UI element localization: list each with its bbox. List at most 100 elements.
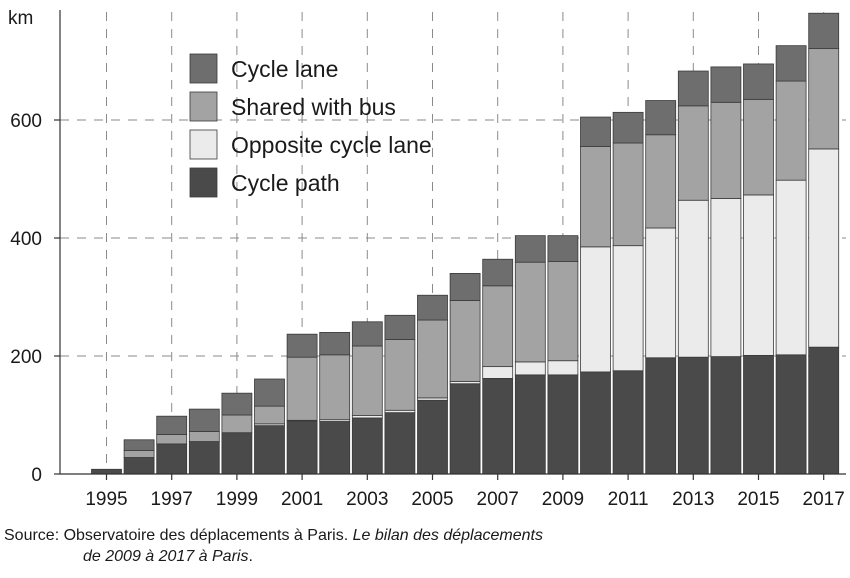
bar-segment-shared-with-bus: [351, 345, 383, 416]
bar-segment-opposite-cycle-lane: [482, 366, 514, 379]
legend-label: Cycle lane: [231, 56, 338, 82]
bar-segment-shared-with-bus: [449, 300, 481, 382]
bar-segment-shared-with-bus: [743, 98, 774, 196]
y-tick-label: 400: [10, 229, 42, 250]
bar-segment-cycle-path: [319, 421, 351, 475]
bar-segment-cycle-path: [286, 420, 318, 475]
bar-segment-cycle-lane: [384, 314, 416, 340]
bar-segment-cycle-path: [612, 370, 644, 475]
bar-segment-cycle-lane: [123, 439, 155, 451]
bar-segment-cycle-path: [547, 374, 579, 475]
x-tick-label: 2015: [737, 489, 779, 510]
x-tick-label: 2013: [672, 489, 714, 510]
bar-segment-opposite-cycle-lane: [775, 179, 807, 356]
bar-segment-cycle-lane: [580, 116, 611, 147]
bar-segment-opposite-cycle-lane: [808, 148, 840, 348]
x-tick-label: 2005: [411, 489, 453, 510]
y-tick-label: 600: [10, 111, 42, 132]
bar-segment-opposite-cycle-lane: [547, 360, 579, 376]
bar-segment-opposite-cycle-lane: [743, 194, 774, 356]
bar-segment-opposite-cycle-lane: [580, 246, 611, 373]
bar-segment-cycle-path: [123, 457, 155, 475]
legend-label: Cycle path: [231, 170, 340, 196]
bar-segment-shared-with-bus: [547, 261, 579, 362]
bar-segment-cycle-lane: [417, 294, 448, 321]
x-tick-label: 1999: [216, 489, 258, 510]
bar-segment-opposite-cycle-lane: [710, 198, 742, 357]
bar-segment-cycle-path: [808, 346, 840, 475]
bar-segment-cycle-lane: [808, 12, 840, 50]
bar-segment-cycle-lane: [319, 331, 351, 356]
bar-segment-shared-with-bus: [645, 134, 677, 229]
bar-segment-cycle-path: [156, 443, 188, 475]
y-tick-label: 200: [10, 347, 42, 368]
bar-segment-cycle-lane: [449, 272, 481, 301]
bar-segment-cycle-path: [775, 354, 807, 475]
bar-segment-shared-with-bus: [286, 356, 318, 421]
bar-segment-cycle-path: [351, 417, 383, 475]
bar-segment-shared-with-bus: [319, 354, 351, 421]
bars: [91, 12, 840, 475]
x-tick-label: 1997: [151, 489, 193, 510]
x-tick-label: 2017: [803, 489, 845, 510]
legend-label: Opposite cycle lane: [231, 132, 432, 158]
x-tick-label: 2007: [477, 489, 519, 510]
bar-segment-shared-with-bus: [514, 261, 546, 363]
x-tick-label: 2003: [346, 489, 388, 510]
bar-segment-cycle-path: [710, 356, 742, 475]
axes: 0 200 400 600 1995 1997 1999 2001 2003 2005 2007 20…: [8, 8, 846, 510]
x-tick-label: 2011: [608, 489, 649, 510]
bar-segment-cycle-path: [91, 468, 122, 475]
bar-segment-opposite-cycle-lane: [514, 361, 546, 376]
bar-segment-cycle-lane: [221, 392, 253, 416]
bar-segment-cycle-lane: [351, 321, 383, 347]
bar-segment-cycle-path: [254, 425, 285, 475]
legend-swatch: [189, 167, 218, 198]
bar-segment-cycle-path: [417, 399, 448, 475]
bar-segment-shared-with-bus: [612, 142, 644, 247]
bar-segment-shared-with-bus: [384, 339, 416, 411]
bar-segment-cycle-lane: [188, 408, 220, 432]
source-note: Source: Observatoire des déplacements à …: [4, 527, 543, 545]
bar-segment-cycle-path: [221, 432, 253, 475]
x-tick-label: 2001: [281, 489, 323, 510]
bar-segment-cycle-lane: [482, 258, 514, 287]
bar-segment-cycle-path: [188, 441, 220, 475]
bar-segment-cycle-path: [449, 383, 481, 475]
bar-segment-shared-with-bus: [580, 146, 611, 248]
bar-segment-cycle-path: [482, 378, 514, 475]
bar-segment-opposite-cycle-lane: [677, 199, 709, 358]
bar-segment-shared-with-bus: [254, 405, 285, 425]
y-tick-label: 0: [31, 465, 42, 486]
bar-segment-opposite-cycle-lane: [645, 227, 677, 359]
source-suffix: .: [248, 548, 253, 565]
bar-segment-cycle-lane: [743, 63, 774, 100]
bar-segment-shared-with-bus: [710, 101, 742, 199]
y-unit-label: km: [8, 8, 33, 29]
bar-segment-cycle-lane: [514, 235, 546, 263]
bar-segment-cycle-lane: [254, 378, 285, 407]
source-title-part2: de 2009 à 2017 à Paris: [83, 548, 249, 565]
bar-segment-cycle-path: [645, 357, 677, 475]
bar-segment-cycle-lane: [645, 100, 677, 136]
bar-segment-shared-with-bus: [677, 105, 709, 201]
bar-segment-cycle-path: [743, 355, 774, 475]
bar-segment-shared-with-bus: [221, 414, 253, 434]
x-tick-label: 1995: [85, 489, 127, 510]
bar-segment-shared-with-bus: [156, 434, 188, 445]
bar-segment-cycle-path: [677, 356, 709, 475]
bar-segment-cycle-path: [384, 412, 416, 475]
legend-swatch: [189, 91, 218, 122]
bar-segment-cycle-path: [514, 374, 546, 475]
bar-segment-cycle-lane: [547, 235, 579, 262]
legend: Cycle lane Shared with bus Opposite cycle …: [189, 53, 432, 198]
legend-label: Shared with bus: [231, 94, 396, 120]
bar-segment-cycle-path: [580, 371, 611, 475]
source-prefix: Source: Observatoire des déplacements à …: [4, 527, 353, 544]
bar-segment-cycle-lane: [156, 415, 188, 435]
x-tick-label: 2009: [542, 489, 584, 510]
bar-segment-shared-with-bus: [808, 48, 840, 150]
bar-segment-cycle-lane: [286, 333, 318, 358]
